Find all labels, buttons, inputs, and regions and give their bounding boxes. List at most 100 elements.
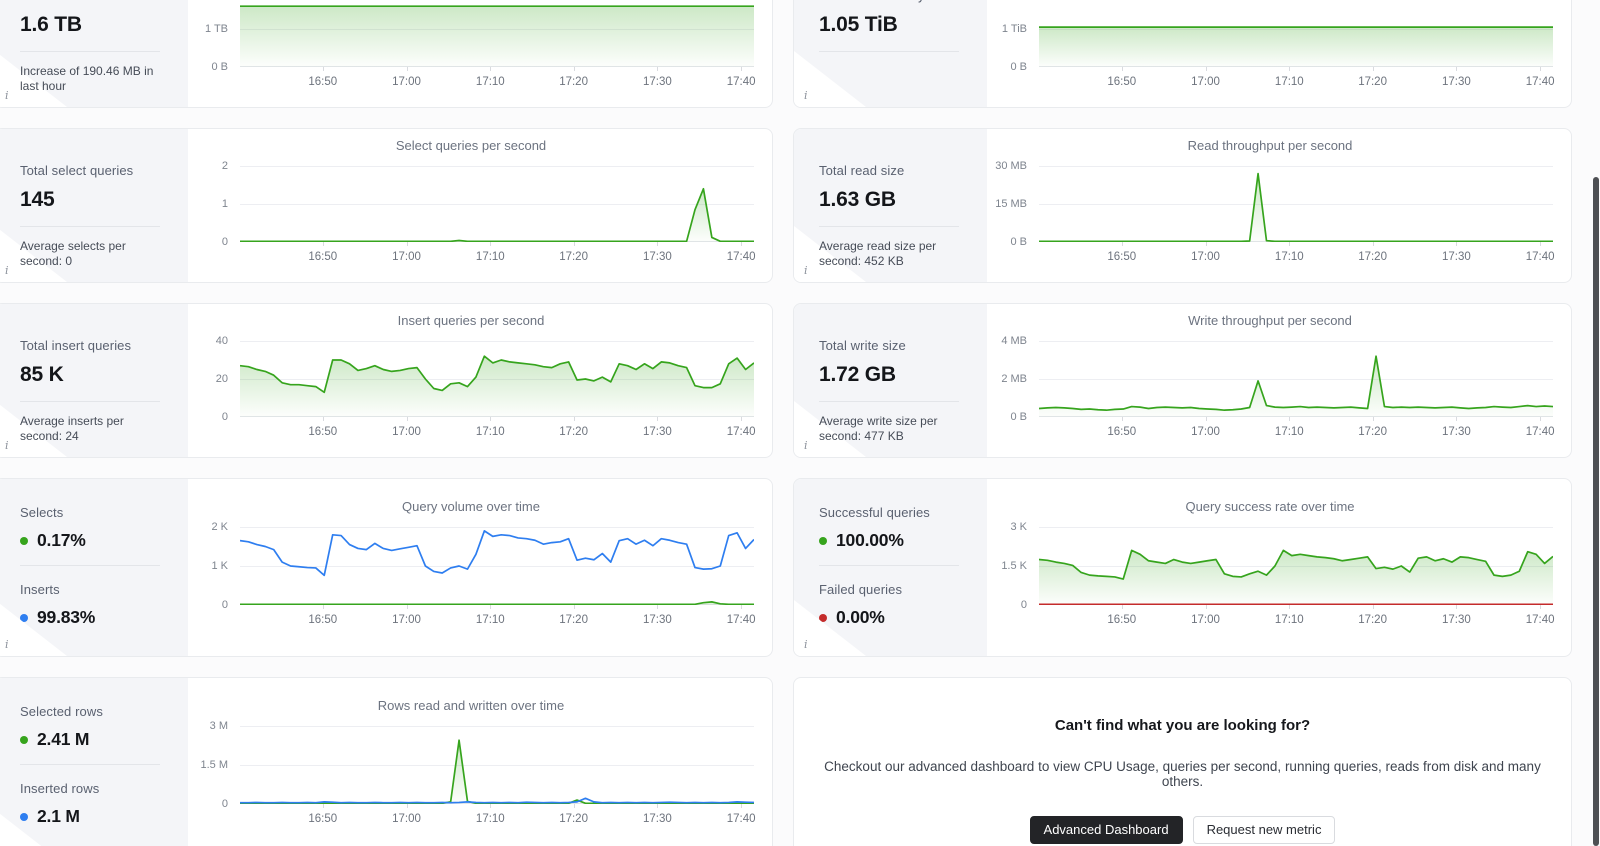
- info-icon[interactable]: i: [804, 89, 808, 102]
- request-new-metric-button[interactable]: Request new metric: [1192, 816, 1336, 844]
- x-tick-label: 16:50: [308, 614, 338, 626]
- x-tick-label: 17:20: [1358, 426, 1387, 438]
- stat-entry: Inserts 99.83%: [20, 582, 170, 628]
- info-icon[interactable]: i: [5, 638, 9, 651]
- advanced-dashboard-button[interactable]: Advanced Dashboard: [1029, 816, 1183, 844]
- info-icon[interactable]: i: [804, 264, 808, 277]
- stat-value: 0.17%: [20, 530, 170, 551]
- stat-value: 99.83%: [20, 607, 170, 628]
- info-icon[interactable]: i: [5, 264, 9, 277]
- info-icon[interactable]: i: [5, 89, 9, 102]
- series-area-write: [1039, 356, 1553, 417]
- x-tick-mark: [322, 242, 324, 246]
- card-disk-usage: 1.6 TB Increase of 190.46 MB in last hou…: [0, 0, 773, 108]
- x-tick-label: 17:30: [642, 426, 672, 438]
- x-tick-mark: [406, 242, 408, 246]
- x-tick-mark: [573, 804, 575, 808]
- card-allocated-memory: Allocated memory 1.05 TiB i 1 TiB 0 B 16:5…: [793, 0, 1572, 108]
- x-tick-mark: [573, 605, 575, 609]
- x-tick-mark: [406, 417, 408, 421]
- series-line-selects: [240, 602, 754, 604]
- y-tick-label: 20: [215, 373, 228, 385]
- chart-area: Select queries per second 2 1 0 16:50 17:00…: [188, 129, 772, 282]
- y-tick-label: 0 B: [211, 61, 228, 73]
- stat-panel: Successful queries 100.00% Failed queries 0…: [794, 479, 987, 656]
- gridline: [240, 765, 754, 766]
- x-tick-mark: [741, 417, 743, 421]
- info-icon[interactable]: i: [804, 638, 808, 651]
- chart-svg: [1039, 341, 1553, 417]
- stat-note: Average selects per second: 0: [20, 239, 126, 268]
- stat-panel: Allocated memory 1.05 TiB i: [794, 0, 987, 107]
- gridline: [240, 166, 754, 167]
- x-tick-label: 16:50: [308, 813, 338, 825]
- y-axis-labels: 3 K 1.5 K 0: [987, 521, 1039, 611]
- stat-entry: Successful queries 100.00%: [819, 505, 969, 551]
- gridline: [240, 726, 754, 727]
- x-tick-label: 16:50: [1107, 76, 1137, 88]
- chart-title: Query volume over time: [402, 499, 540, 514]
- stat-value: 145: [20, 188, 55, 211]
- series-color-dot: [819, 613, 827, 622]
- x-tick-label: 16:50: [1107, 251, 1137, 263]
- y-tick-label: 40: [215, 335, 228, 347]
- x-tick-label: 17:30: [1441, 614, 1471, 626]
- y-tick-label: 0: [1020, 599, 1027, 611]
- stat-entries: Total select queries 145: [20, 163, 170, 227]
- plot-row: 3 M 1.5 M 0: [188, 720, 754, 810]
- chart-svg: [240, 166, 754, 242]
- x-tick-mark: [322, 417, 324, 421]
- x-tick-mark: [657, 804, 659, 808]
- x-tick-mark: [657, 242, 659, 246]
- gridline: [1039, 379, 1553, 380]
- stat-divider: [819, 565, 959, 566]
- chart-area: Insert queries per second 40 20 0 16:50 17:…: [188, 304, 772, 457]
- x-tick-label: 17:30: [642, 251, 672, 263]
- x-tick-mark: [657, 605, 659, 609]
- stat-label: Failed queries: [819, 582, 903, 597]
- series-area-memory: [1039, 27, 1553, 67]
- x-tick-mark: [1121, 67, 1123, 71]
- x-tick-mark: [1456, 605, 1458, 609]
- x-tick-label: 17:20: [559, 251, 588, 263]
- chart-area: Query success rate over time 3 K 1.5 K 0 1…: [987, 479, 1571, 656]
- x-tick-mark: [573, 242, 575, 246]
- chart-title: Insert queries per second: [397, 313, 545, 328]
- stat-value: 2.1 M: [20, 806, 170, 827]
- stat-label: Selects: [20, 505, 64, 520]
- chart-svg: [240, 0, 754, 67]
- vertical-scrollbar-thumb[interactable]: [1593, 177, 1599, 846]
- promo-buttons: Advanced Dashboard Request new metric: [1029, 816, 1336, 844]
- chart-title: Select queries per second: [395, 138, 547, 153]
- y-tick-label: 4 MB: [1001, 335, 1027, 347]
- series-line-inserts: [240, 356, 754, 392]
- x-tick-label: 17:00: [392, 76, 421, 88]
- x-tick-label: 17:10: [475, 813, 505, 825]
- stat-divider: [20, 565, 160, 566]
- x-tick-mark: [1372, 67, 1374, 71]
- x-tick-label: 17:30: [642, 76, 672, 88]
- series-color-dot: [20, 735, 28, 744]
- x-tick-label: 17:10: [1274, 614, 1304, 626]
- stat-entry: Total select queries 145: [20, 163, 170, 212]
- info-icon[interactable]: i: [804, 439, 808, 452]
- x-tick-mark: [322, 67, 324, 71]
- series-line-inserts: [240, 531, 754, 575]
- x-axis-labels: 16:50 17:00 17:10 17:20 17:30 17:40: [240, 426, 755, 440]
- x-tick-label: 17:30: [1441, 76, 1471, 88]
- x-tick-mark: [1540, 417, 1542, 421]
- x-tick-mark: [741, 67, 743, 71]
- y-tick-label: 1 TiB: [1001, 23, 1027, 35]
- x-tick-label: 17:00: [392, 614, 421, 626]
- x-tick-label: 17:10: [475, 76, 505, 88]
- info-icon[interactable]: i: [5, 439, 9, 452]
- series-line-read: [1039, 174, 1553, 242]
- x-tick-label: 17:40: [726, 76, 756, 88]
- x-tick-label: 17:00: [1191, 76, 1220, 88]
- card-promo: Can't find what you are looking for? Che…: [793, 677, 1572, 846]
- stat-value: 1.72 GB: [819, 363, 896, 386]
- y-tick-label: 3 M: [209, 720, 228, 732]
- x-tick-mark: [1540, 605, 1542, 609]
- y-tick-label: 0 B: [1010, 236, 1027, 248]
